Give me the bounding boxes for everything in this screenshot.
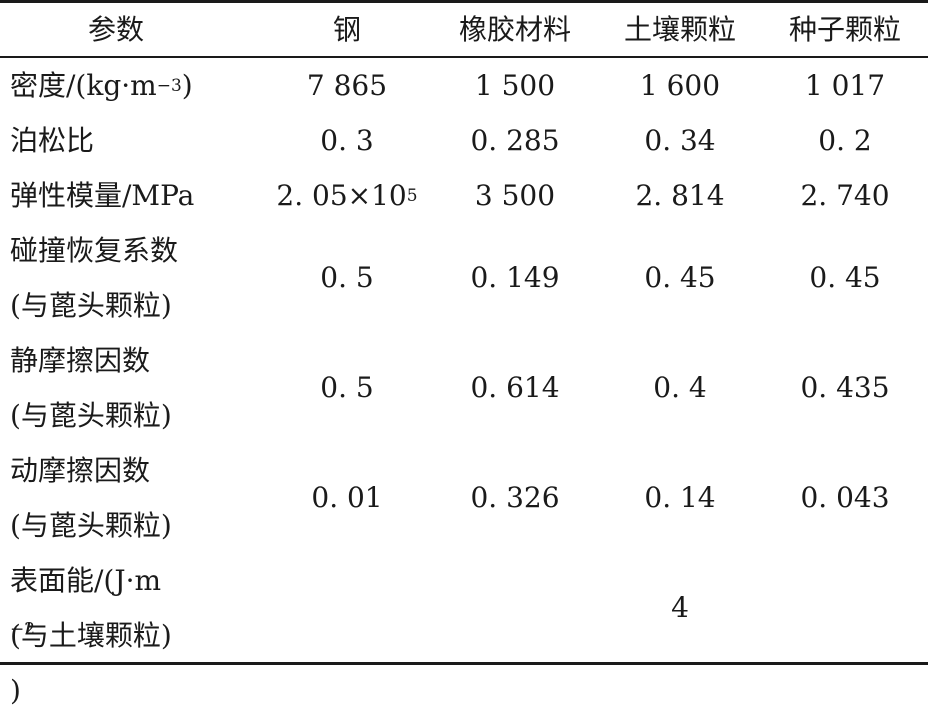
cell-density-steel: 7 865 bbox=[306, 68, 388, 102]
row-label-poisson: 泊松比 bbox=[10, 123, 95, 157]
row-label-static-friction: 静摩擦因数 (与蓖头颗粒) bbox=[10, 344, 172, 432]
header-seed: 种子颗粒 bbox=[788, 12, 901, 46]
cell-static-friction-rubber: 0. 614 bbox=[470, 371, 560, 404]
header-param: 参数 bbox=[87, 12, 144, 46]
cell-poisson-steel: 0. 3 bbox=[320, 123, 374, 157]
row-label-modulus: 弹性模量/MPa bbox=[10, 178, 195, 212]
cell-restitution-soil: 0. 45 bbox=[644, 261, 716, 294]
bottom-rule bbox=[0, 662, 928, 665]
top-rule bbox=[0, 0, 928, 3]
cell-restitution-rubber: 0. 149 bbox=[470, 261, 560, 294]
cell-dynamic-friction-soil: 0. 14 bbox=[644, 481, 716, 514]
cell-poisson-rubber: 0. 285 bbox=[470, 123, 560, 157]
header-soil: 土壤颗粒 bbox=[623, 12, 736, 46]
cell-modulus-soil: 2. 814 bbox=[635, 178, 725, 212]
row-label-restitution: 碰撞恢复系数 (与蓖头颗粒) bbox=[10, 234, 179, 322]
cell-restitution-steel: 0. 5 bbox=[320, 261, 374, 294]
cell-modulus-rubber: 3 500 bbox=[474, 178, 556, 212]
row-label-dynamic-friction: 动摩擦因数 (与蓖头颗粒) bbox=[10, 454, 172, 542]
cell-density-soil: 1 600 bbox=[639, 68, 721, 102]
row-label-density: 密度/(kg·m −3) bbox=[10, 68, 193, 102]
header-steel: 钢 bbox=[332, 12, 361, 46]
cell-restitution-seed: 0. 45 bbox=[809, 261, 881, 294]
cell-static-friction-steel: 0. 5 bbox=[320, 371, 374, 404]
cell-modulus-steel: 2. 05×10 5 bbox=[276, 178, 418, 212]
cell-modulus-seed: 2. 740 bbox=[800, 178, 890, 212]
cell-static-friction-seed: 0. 435 bbox=[800, 371, 890, 404]
row-label-surface-energy: 表面能/(J·m −2) (与土壤颗粒) bbox=[10, 564, 172, 707]
cell-poisson-seed: 0. 2 bbox=[818, 123, 872, 157]
cell-dynamic-friction-seed: 0. 043 bbox=[800, 481, 890, 514]
cell-density-seed: 1 017 bbox=[804, 68, 886, 102]
cell-static-friction-soil: 0. 4 bbox=[653, 371, 707, 404]
cell-surface-energy-soil: 4 bbox=[671, 590, 689, 624]
header-rubber: 橡胶材料 bbox=[458, 12, 571, 46]
cell-density-rubber: 1 500 bbox=[474, 68, 556, 102]
cell-poisson-soil: 0. 34 bbox=[644, 123, 716, 157]
cell-dynamic-friction-rubber: 0. 326 bbox=[470, 481, 560, 514]
cell-dynamic-friction-steel: 0. 01 bbox=[311, 481, 383, 514]
header-rule bbox=[0, 56, 928, 58]
